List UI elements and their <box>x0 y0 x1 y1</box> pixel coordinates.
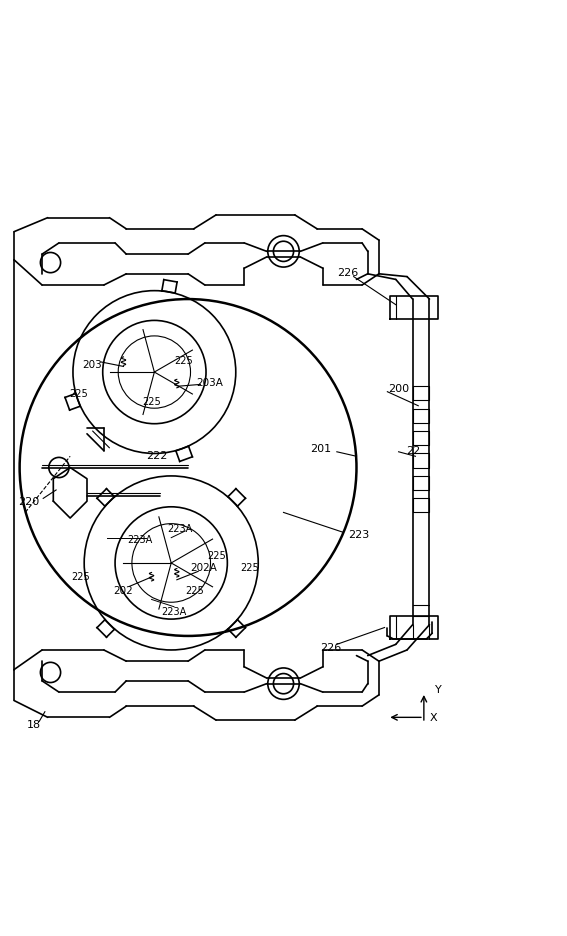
Text: 225: 225 <box>240 563 259 573</box>
Text: 225: 225 <box>69 389 88 399</box>
Text: 18: 18 <box>27 719 41 729</box>
Text: 226: 226 <box>320 642 342 652</box>
Text: 225: 225 <box>174 356 193 365</box>
Text: 203A: 203A <box>196 378 223 388</box>
Text: 225: 225 <box>71 571 90 581</box>
Text: 223A: 223A <box>167 523 192 533</box>
Text: 225: 225 <box>185 585 204 595</box>
Text: Y: Y <box>435 684 442 695</box>
Text: 226: 226 <box>337 268 359 278</box>
Text: 202A: 202A <box>191 563 217 573</box>
Text: 223A: 223A <box>162 606 187 616</box>
Text: 223A: 223A <box>128 534 153 545</box>
Text: 200: 200 <box>388 384 409 393</box>
Text: 22: 22 <box>406 445 420 455</box>
Text: X: X <box>429 712 437 723</box>
Text: 225: 225 <box>207 550 226 560</box>
Text: 202: 202 <box>113 585 133 595</box>
Text: 225: 225 <box>142 397 161 407</box>
Text: 201: 201 <box>310 444 331 454</box>
Text: 203: 203 <box>83 359 103 370</box>
Text: 220: 220 <box>18 497 39 506</box>
Text: 223: 223 <box>348 529 369 539</box>
Text: 222: 222 <box>146 450 168 461</box>
